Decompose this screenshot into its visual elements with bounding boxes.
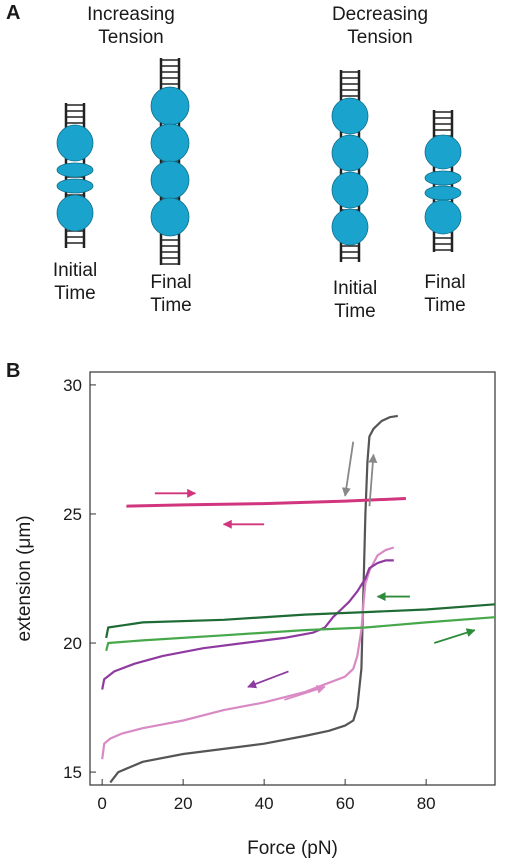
nucleosome (424, 134, 462, 170)
increasing-initial-label-line2: Time (54, 282, 96, 304)
y-tick-label: 20 (63, 634, 82, 653)
decreasing-final-label-line1: Final (424, 272, 466, 293)
nucleosome (150, 86, 190, 126)
increasing-final-label-line1: Final (150, 272, 192, 293)
nucleosome (424, 185, 462, 201)
y-tick-label: 15 (63, 763, 82, 782)
series-line (101, 559, 394, 690)
nucleosome (56, 124, 94, 162)
force-extension-plot: 0 20 40 60 80 15 20 25 30 Force (pN) extension (… (14, 371, 496, 859)
direction-arrow (284, 685, 326, 701)
increasing-tension-title-line2: Tension (98, 26, 164, 48)
nucleosome-diagram (56, 58, 462, 265)
series-line (109, 414, 398, 784)
direction-arrow (433, 628, 476, 644)
increasing-initial-label-line1: Initial (52, 260, 98, 281)
x-tick-label: 60 (336, 794, 355, 813)
y-tick-label: 25 (63, 505, 82, 524)
increasing-tension-title: Increasing Tension (66, 4, 196, 50)
nucleosome-array (424, 110, 462, 252)
x-tick-label: 80 (417, 794, 436, 813)
nucleosome-array (56, 103, 94, 248)
nucleosome-array (150, 58, 190, 265)
decreasing-initial-label-line2: Time (334, 300, 376, 322)
nucleosome (150, 123, 190, 163)
decreasing-initial-label-line1: Initial (332, 278, 378, 299)
direction-arrow (247, 670, 289, 689)
x-tick-label: 20 (174, 794, 193, 813)
decreasing-tension-title: Decreasing Tension (315, 4, 445, 50)
nucleosome (150, 197, 190, 237)
nucleosome (150, 160, 190, 200)
nucleosome (331, 97, 369, 135)
series-line (126, 497, 406, 508)
plot-frame (89, 371, 496, 786)
y-tick-label: 30 (63, 376, 82, 395)
direction-arrow (368, 453, 378, 507)
decreasing-tension-title-line1: Decreasing (331, 4, 429, 25)
decreasing-tension-title-line2: Tension (347, 26, 413, 48)
series-line (105, 603, 496, 639)
x-tick-label: 0 (97, 794, 106, 813)
panel-a-label: A (6, 2, 21, 24)
decreasing-final-label-line2: Time (424, 294, 466, 316)
decreasing-final-label: Final Time (400, 272, 490, 318)
x-axis-title: Force (pN) (247, 838, 338, 859)
increasing-final-label: Final Time (126, 272, 216, 318)
axis-ticks: 0 20 40 60 80 15 20 25 30 (63, 376, 436, 813)
increasing-tension-title-line1: Increasing (87, 4, 175, 25)
x-tick-label: 40 (255, 794, 274, 813)
nucleosome (56, 194, 94, 232)
nucleosome (331, 208, 369, 246)
series-line (101, 546, 395, 760)
nucleosome-array (331, 70, 369, 262)
nucleosome (56, 162, 94, 178)
series-line (105, 616, 496, 652)
nucleosome (56, 178, 94, 194)
nucleosome (331, 134, 369, 172)
direction-arrows (154, 441, 476, 701)
decreasing-initial-label: Initial Time (310, 278, 400, 324)
direction-arrow (341, 441, 355, 497)
panel-b-label: B (6, 360, 21, 382)
increasing-initial-label: Initial Time (30, 260, 120, 306)
increasing-final-label-line2: Time (150, 294, 192, 316)
nucleosome (424, 199, 462, 235)
y-axis-title: extension (μm) (14, 515, 35, 641)
nucleosome (331, 171, 369, 209)
data-series (101, 414, 496, 784)
nucleosome (424, 170, 462, 186)
